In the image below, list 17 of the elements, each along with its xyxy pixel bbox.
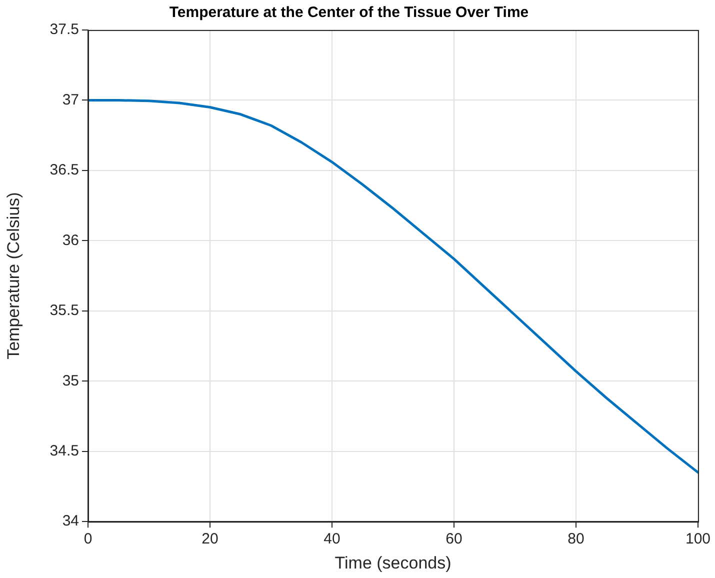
y-axis-title: Temperature (Celsius) (4, 192, 23, 360)
chart-title: Temperature at the Center of the Tissue Over Time (169, 4, 529, 22)
x-tick-label: 40 (324, 530, 340, 548)
y-tick-label: 34.5 (50, 442, 79, 460)
x-tick-label: 20 (202, 530, 218, 548)
x-tick-label: 60 (446, 530, 462, 548)
x-axis-title: Time (seconds) (334, 553, 452, 572)
x-tick-label: 0 (84, 530, 92, 548)
y-tick-label: 34 (62, 512, 79, 530)
y-tick-label: 37 (62, 91, 79, 108)
y-tick-label: 35 (62, 372, 79, 390)
y-tick-label: 36.5 (50, 162, 79, 179)
x-tick-label: 100 (685, 530, 711, 548)
x-tick-label: 80 (568, 530, 584, 548)
y-tick-label: 35.5 (50, 302, 79, 320)
y-tick-label: 36 (62, 232, 79, 249)
y-tick-label: 37.5 (50, 21, 79, 38)
